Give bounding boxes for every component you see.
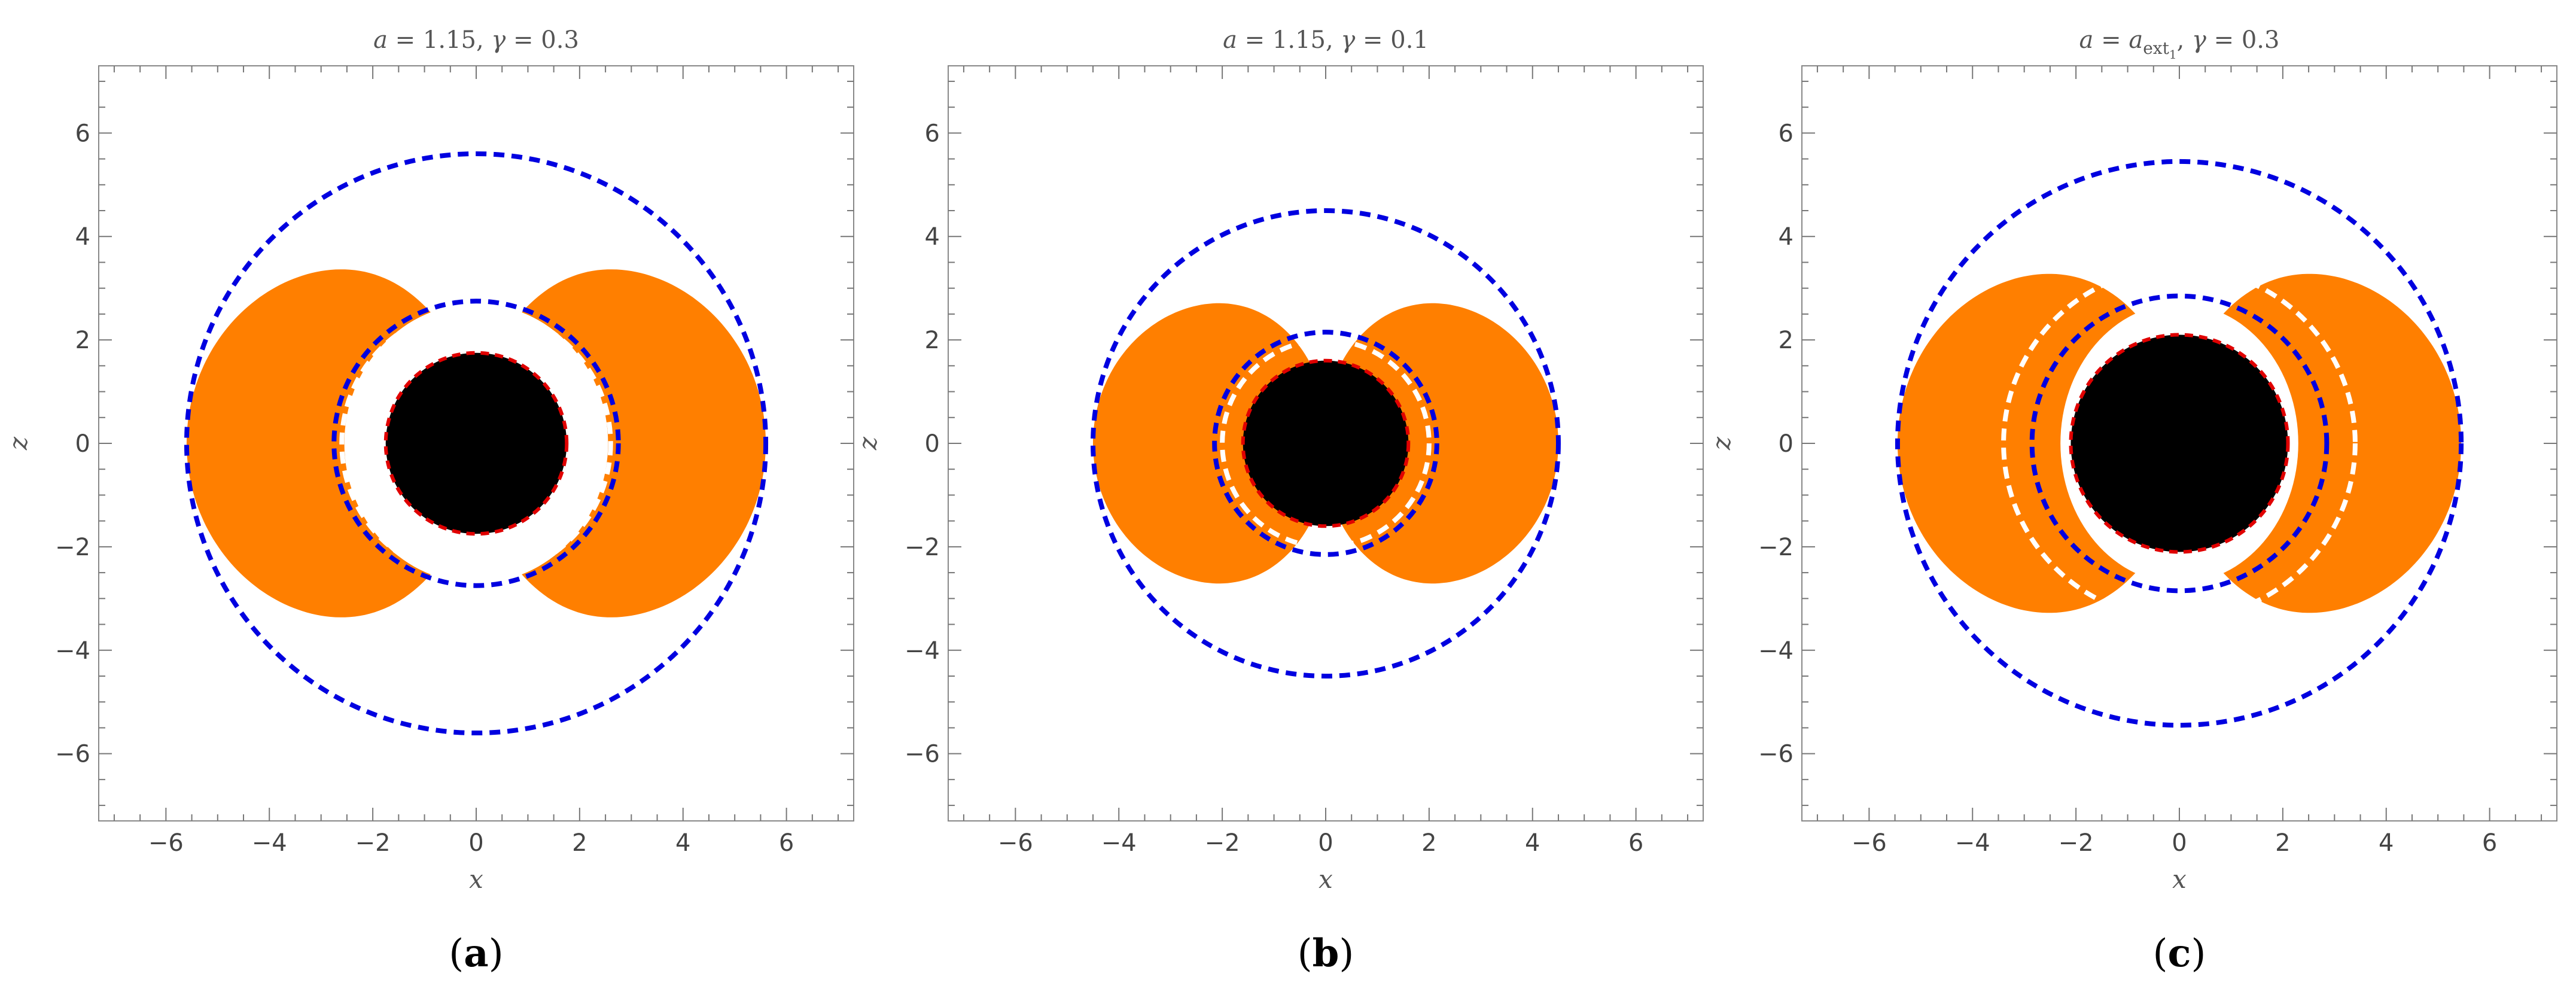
x-tick-label: −6 (1852, 829, 1887, 857)
y-tick-label: 4 (925, 223, 940, 251)
ticks (99, 66, 854, 821)
y-tick-label: −4 (55, 637, 90, 665)
horizon-boundary-red-dashed (2069, 333, 2290, 554)
x-tick-label: 6 (1628, 829, 1643, 857)
y-tick-label: 4 (1779, 223, 1794, 251)
y-tick-label: 2 (925, 327, 940, 354)
horizon-disk (1243, 360, 1409, 527)
title-comma: , (1326, 26, 1341, 54)
x-tick-label: 6 (779, 829, 794, 857)
title-a-value: a (2129, 26, 2143, 54)
title-gamma-symbol: γ (491, 26, 506, 54)
y-tick-label: 6 (925, 120, 940, 147)
y-tick-label: −6 (1758, 741, 1794, 768)
horizon-boundary-red-dashed (1241, 358, 1411, 528)
horizon-disk (385, 352, 567, 534)
panel-title: a = 1.15, γ = 0.3 (373, 26, 579, 54)
y-tick-label: 2 (1779, 327, 1794, 354)
horizon-disk (2070, 334, 2288, 552)
blue-dashed-circle-2 (331, 299, 621, 588)
x-tick-label: −4 (252, 829, 287, 857)
y-tick-label: 6 (1779, 120, 1794, 147)
x-axis-label: x (1319, 865, 1333, 894)
x-tick-label: 0 (1318, 829, 1333, 857)
x-tick-label: 4 (1525, 829, 1540, 857)
x-tick-label: 0 (468, 829, 483, 857)
title-gamma-symbol: γ (2192, 26, 2206, 54)
panel-2: −6 −4 −2 0 2 4 6 −6 −4 −2 0 2 4 6 x z a = 1.15, γ = 0.1 (… (853, 26, 1704, 976)
y-tick-label: −2 (1758, 534, 1794, 561)
blue-dashed-circle-1 (184, 151, 769, 736)
x-tick-label: −4 (1955, 829, 1990, 857)
y-tick-label: 0 (925, 430, 940, 458)
y-tick-label: −2 (55, 534, 90, 561)
x-tick-label: 6 (2482, 829, 2497, 857)
x-tick-label: 2 (2275, 829, 2290, 857)
title-a-value: 1.15 (1272, 26, 1326, 54)
y-tick-label: 4 (75, 223, 90, 251)
title-equals: = (2093, 26, 2129, 54)
ticks (948, 66, 1703, 821)
panel-caption: (b) (1298, 931, 1354, 976)
x-tick-label: −2 (2059, 829, 2094, 857)
y-tick-label: −4 (905, 637, 940, 665)
x-axis-label: x (2172, 865, 2187, 894)
y-tick-label: 0 (1779, 430, 1794, 458)
plot-area (1895, 159, 2464, 728)
title-gamma-equals: = 0.1 (1355, 26, 1429, 54)
title-equals: = (388, 26, 423, 54)
x-tick-label: −4 (1101, 829, 1137, 857)
white-dashed-circle-1 (339, 306, 613, 580)
title-a-symbol: a (1223, 26, 1237, 54)
white-dashed-circle-1 (1220, 337, 1432, 549)
title-gamma-equals: = 0.3 (506, 26, 579, 54)
ticks (1802, 66, 2557, 821)
title-comma: , (2177, 26, 2192, 54)
x-axis-label: x (469, 865, 483, 894)
panel-1: −6 −4 −2 0 2 4 6 −6 −4 −2 0 2 4 6 x z a = 1.15, γ = 0.3 (… (4, 26, 854, 976)
x-tick-label: 2 (572, 829, 587, 857)
y-tick-label: 2 (75, 327, 90, 354)
title-equals: = (1237, 26, 1272, 54)
title-a-symbol: a (373, 26, 388, 54)
plot-area (184, 151, 769, 736)
x-tick-label: −6 (148, 829, 184, 857)
title-a-symbol: a (2079, 26, 2094, 54)
horizon-boundary-red-dashed (383, 351, 569, 536)
y-tick-label: 6 (75, 120, 90, 147)
x-tick-label: 0 (2172, 829, 2187, 857)
title-gamma-symbol: γ (1341, 26, 1355, 54)
y-axis-label: z (853, 436, 882, 451)
y-axis-label: z (1707, 436, 1736, 451)
y-tick-label: 0 (75, 430, 90, 458)
y-tick-label: −2 (905, 534, 940, 561)
white-dashed-circle-1 (2001, 265, 2358, 622)
title-gamma-equals: = 0.3 (2206, 26, 2280, 54)
x-tick-label: 4 (675, 829, 690, 857)
plot-area (1091, 208, 1561, 679)
panel-title: a = aext1, γ = 0.3 (2079, 26, 2280, 62)
y-tick-label: −6 (905, 741, 940, 768)
x-tick-label: 4 (2379, 829, 2394, 857)
blue-dashed-circle-2 (1212, 330, 1439, 557)
x-tick-label: −6 (998, 829, 1033, 857)
x-tick-label: −2 (355, 829, 391, 857)
panel-caption: (a) (449, 931, 503, 976)
panel-caption: (c) (2153, 931, 2206, 976)
panel-title: a = 1.15, γ = 0.1 (1223, 26, 1429, 54)
title-a-subscript: ext (2143, 38, 2169, 58)
y-tick-label: −4 (1758, 637, 1794, 665)
y-axis-label: z (4, 436, 33, 451)
blue-dashed-circle-1 (1091, 208, 1561, 679)
title-a-subsubscript: 1 (2169, 47, 2177, 62)
blue-dashed-circle-1 (1895, 159, 2464, 728)
title-a-value: 1.15 (423, 26, 476, 54)
blue-dashed-circle-2 (2029, 293, 2330, 594)
x-tick-label: −2 (1205, 829, 1240, 857)
x-tick-label: 2 (1421, 829, 1436, 857)
title-comma: , (476, 26, 491, 54)
y-tick-label: −6 (55, 741, 90, 768)
